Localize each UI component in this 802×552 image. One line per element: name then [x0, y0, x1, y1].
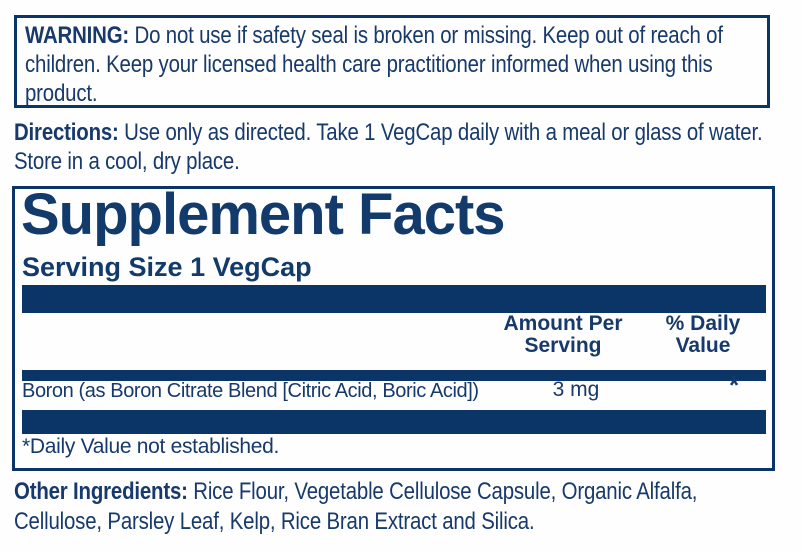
warning-text: WARNING: Do not use if safety seal is br… — [25, 21, 759, 107]
nutrient-row-name: Boron (as Boron Citrate Blend [Citric Ac… — [22, 380, 479, 402]
directions-paragraph: Directions: Use only as directed. Take 1… — [14, 118, 784, 176]
divider-bar-header — [22, 370, 766, 381]
supplement-facts-title: Supplement Facts — [21, 182, 506, 247]
warning-body: Do not use if safety seal is broken or m… — [25, 22, 723, 107]
column-header-percent-daily-value: % Daily Value — [665, 312, 741, 357]
other-ingredients-body: Rice Flour, Vegetable Cellulose Capsule,… — [14, 478, 698, 535]
other-ingredients-label: Other Ingredients: — [14, 478, 188, 505]
warning-label: WARNING: — [25, 22, 130, 49]
directions-label: Directions: — [14, 119, 119, 146]
warning-box: WARNING: Do not use if safety seal is br… — [14, 15, 770, 108]
divider-bar-top — [22, 285, 766, 313]
column-header-amount-per-serving: Amount Per Serving — [503, 312, 623, 357]
divider-bar-footnote — [22, 410, 766, 434]
directions-text: Directions: Use only as directed. Take 1… — [14, 118, 774, 176]
nutrient-row-daily-value: * — [728, 370, 740, 400]
daily-value-footnote: *Daily Value not established. — [22, 435, 280, 458]
supplement-facts-panel: Supplement Facts Serving Size 1 VegCap A… — [12, 186, 775, 471]
serving-size: Serving Size 1 VegCap — [22, 252, 312, 282]
other-ingredients-text: Other Ingredients: Rice Flour, Vegetable… — [14, 477, 774, 537]
other-ingredients-paragraph: Other Ingredients: Rice Flour, Vegetable… — [14, 477, 794, 537]
directions-body: Use only as directed. Take 1 VegCap dail… — [14, 119, 763, 175]
nutrient-row-amount: 3 mg — [552, 378, 600, 401]
